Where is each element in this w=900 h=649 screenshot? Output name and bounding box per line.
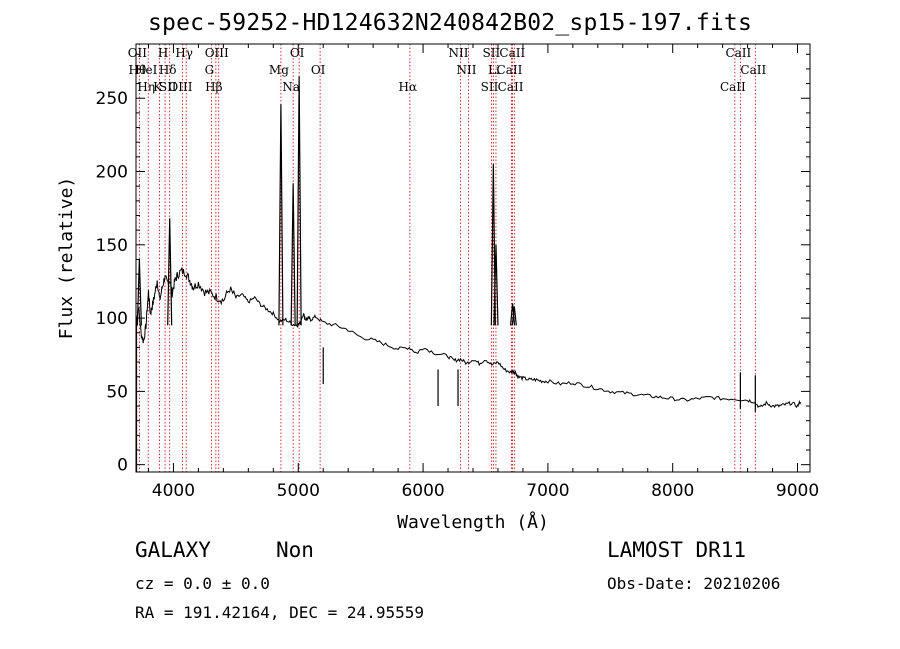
marker-label-20: SII (481, 80, 499, 94)
marker-label-11: Hβ (205, 80, 222, 94)
emission-spike-5 (490, 164, 496, 326)
y-tick-label-5: 250 (96, 89, 128, 109)
y-axis-label: Flux (relative) (56, 177, 77, 340)
marker-label-16: OI (311, 63, 326, 77)
object-subclass: Non (276, 538, 314, 562)
emission-spike-7 (509, 303, 516, 326)
x-tick-label-0: 4000 (152, 481, 195, 501)
marker-label-10: G (205, 63, 215, 77)
emission-spike-1 (167, 218, 173, 326)
marker-label-18: NII (449, 46, 469, 60)
marker-label-25: CaII (497, 63, 523, 77)
y-tick-label-2: 100 (96, 309, 128, 329)
marker-label-28: CaII (740, 63, 766, 77)
marker-label-9: Hγ (175, 46, 193, 60)
marker-label-12: OIII (205, 46, 229, 60)
marker-label-0: OII (128, 46, 148, 60)
x-tick-label-4: 8000 (651, 481, 694, 501)
marker-label-19: NII (457, 63, 477, 77)
emission-spike-6 (493, 244, 499, 326)
marker-label-5: H (158, 46, 168, 60)
marker-label-14: Na (282, 80, 300, 94)
coordinates: RA = 191.42164, DEC = 24.95559 (135, 603, 424, 622)
object-class: GALAXY (135, 538, 211, 562)
y-tick-label-0: 0 (117, 456, 128, 476)
emission-spike-4 (296, 76, 302, 326)
marker-label-3: Hη (137, 80, 155, 94)
marker-label-1: Hθ (129, 63, 147, 77)
redshift-cz: cz = 0.0 ± 0.0 (135, 574, 270, 593)
marker-label-26: CaII (720, 80, 746, 94)
marker-label-24: CaII (499, 46, 525, 60)
marker-label-13: Mg (269, 63, 289, 77)
x-tick-label-1: 5000 (277, 481, 320, 501)
x-axis-label: Wavelength (Å) (397, 511, 549, 533)
chart-title: spec-59252-HD124632N240842B02_sp15-197.f… (147, 10, 753, 36)
marker-label-4: K (153, 80, 163, 94)
marker-label-23: CaII (498, 80, 524, 94)
y-tick-label-3: 150 (96, 236, 128, 256)
marker-label-7: SII (159, 80, 177, 94)
marker-label-17: Hα (399, 80, 418, 94)
marker-label-21: SII (482, 46, 500, 60)
marker-label-22: Li (488, 63, 500, 77)
y-tick-label-4: 200 (96, 163, 128, 183)
emission-spike-3 (290, 183, 296, 326)
marker-label-2: HeI (135, 63, 158, 77)
spectrum-line (135, 266, 802, 409)
marker-label-8: OIII (168, 80, 192, 94)
x-tick-label-3: 7000 (526, 481, 569, 501)
marker-label-27: CaII (725, 46, 751, 60)
obs-date: Obs-Date: 20210206 (607, 574, 781, 593)
emission-spike-2 (278, 104, 284, 326)
marker-label-6: Hδ (159, 63, 177, 77)
plot-frame (135, 43, 811, 473)
emission-spike-8 (511, 306, 517, 326)
x-tick-label-5: 9000 (776, 481, 819, 501)
y-tick-label-1: 50 (106, 382, 128, 402)
survey-name: LAMOST DR11 (607, 538, 747, 562)
x-tick-label-2: 6000 (401, 481, 444, 501)
marker-label-15: OI (290, 46, 305, 60)
